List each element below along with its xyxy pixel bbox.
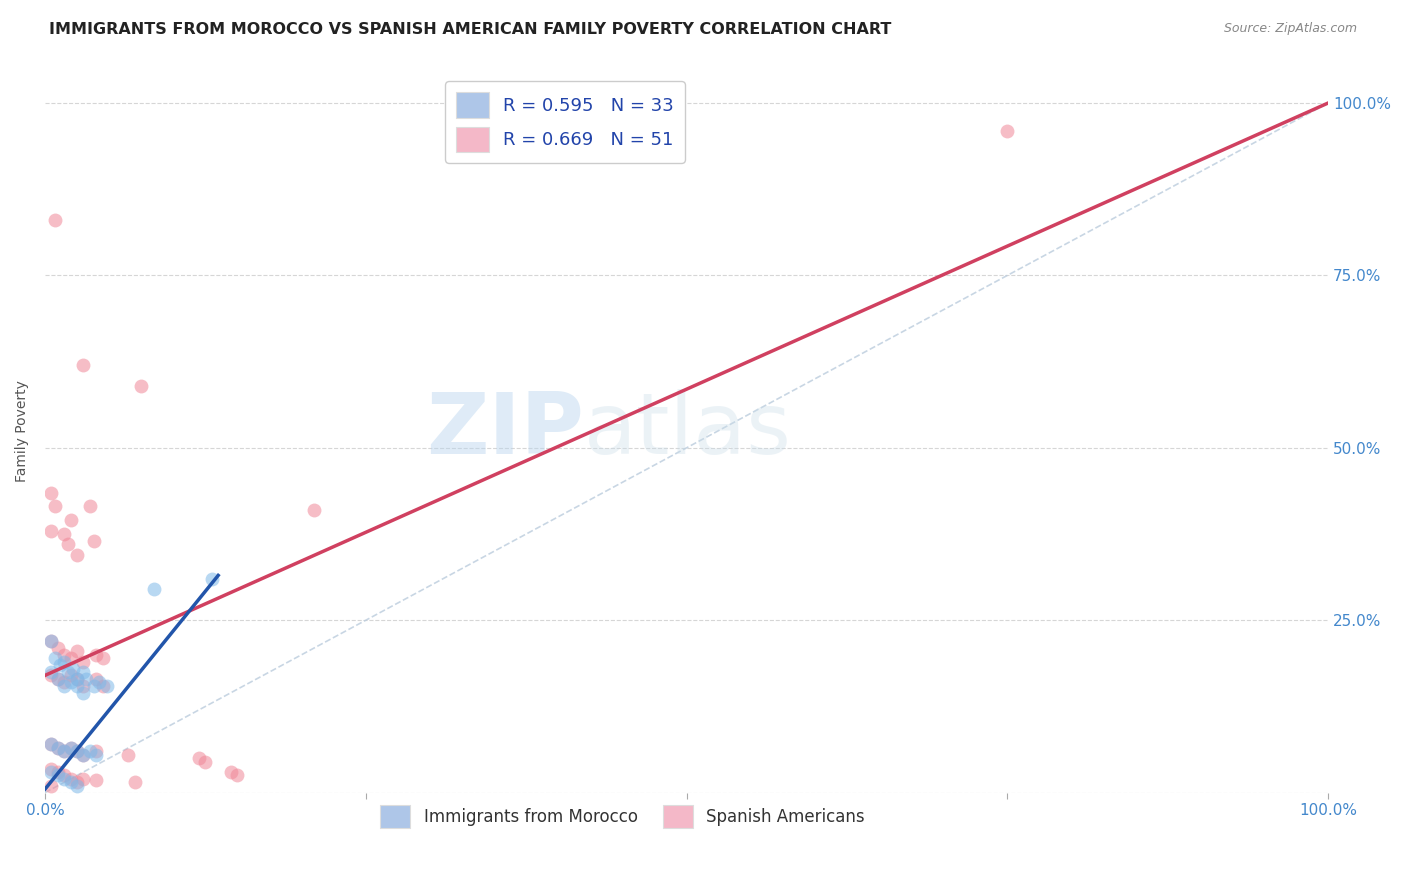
- Point: [46, 764, 69, 779]
- Text: Source: ZipAtlas.com: Source: ZipAtlas.com: [1223, 22, 1357, 36]
- Point: [143, 582, 166, 597]
- Point: [96, 679, 118, 693]
- Point: [201, 572, 224, 586]
- Point: [41, 738, 63, 752]
- Point: [44, 500, 66, 514]
- Point: [41, 665, 63, 679]
- Legend: Immigrants from Morocco, Spanish Americans: Immigrants from Morocco, Spanish America…: [374, 798, 872, 835]
- Point: [46, 672, 69, 686]
- Point: [46, 640, 69, 655]
- Point: [59, 668, 82, 682]
- Point: [84, 744, 107, 758]
- Point: [46, 740, 69, 755]
- Point: [72, 655, 94, 669]
- Point: [66, 779, 89, 793]
- Point: [53, 675, 76, 690]
- Point: [66, 672, 89, 686]
- Point: [83, 679, 105, 693]
- Point: [41, 764, 63, 779]
- Point: [41, 779, 63, 793]
- Point: [59, 651, 82, 665]
- Point: [53, 655, 76, 669]
- Point: [66, 672, 89, 686]
- Point: [44, 213, 66, 227]
- Point: [49, 658, 72, 673]
- Point: [84, 773, 107, 788]
- Point: [83, 533, 105, 548]
- Point: [66, 744, 89, 758]
- Point: [59, 740, 82, 755]
- Point: [66, 644, 89, 658]
- Point: [84, 672, 107, 686]
- Point: [72, 358, 94, 372]
- Point: [41, 738, 63, 752]
- Point: [129, 378, 152, 392]
- Point: [72, 747, 94, 762]
- Point: [53, 744, 76, 758]
- Point: [59, 775, 82, 789]
- Point: [66, 744, 89, 758]
- Point: [72, 686, 94, 700]
- Point: [59, 772, 82, 786]
- Text: IMMIGRANTS FROM MOROCCO VS SPANISH AMERICAN FAMILY POVERTY CORRELATION CHART: IMMIGRANTS FROM MOROCCO VS SPANISH AMERI…: [49, 22, 891, 37]
- Point: [91, 651, 114, 665]
- Point: [62, 661, 84, 675]
- Point: [226, 768, 249, 782]
- Point: [46, 740, 69, 755]
- Point: [66, 679, 89, 693]
- Point: [46, 672, 69, 686]
- Point: [41, 634, 63, 648]
- Point: [56, 665, 79, 679]
- Point: [56, 537, 79, 551]
- Point: [194, 755, 217, 769]
- Point: [219, 764, 242, 779]
- Point: [84, 648, 107, 662]
- Point: [72, 679, 94, 693]
- Point: [79, 500, 101, 514]
- Point: [46, 768, 69, 782]
- Point: [87, 675, 110, 690]
- Point: [53, 679, 76, 693]
- Point: [72, 665, 94, 679]
- Text: ZIP: ZIP: [426, 389, 583, 472]
- Point: [53, 768, 76, 782]
- Point: [53, 648, 76, 662]
- Point: [53, 744, 76, 758]
- Point: [59, 675, 82, 690]
- Point: [188, 751, 211, 765]
- Point: [84, 747, 107, 762]
- Point: [72, 747, 94, 762]
- Point: [91, 679, 114, 693]
- Point: [41, 634, 63, 648]
- Point: [53, 772, 76, 786]
- Point: [72, 772, 94, 786]
- Point: [66, 775, 89, 789]
- Point: [75, 672, 97, 686]
- Point: [41, 762, 63, 776]
- Point: [66, 548, 89, 562]
- Point: [53, 527, 76, 541]
- Text: atlas: atlas: [583, 389, 792, 472]
- Point: [117, 747, 139, 762]
- Point: [41, 524, 63, 538]
- Point: [59, 740, 82, 755]
- Point: [41, 668, 63, 682]
- Point: [304, 503, 326, 517]
- Point: [41, 485, 63, 500]
- Point: [79, 744, 101, 758]
- Point: [124, 775, 146, 789]
- Point: [59, 513, 82, 527]
- Y-axis label: Family Poverty: Family Poverty: [15, 380, 30, 482]
- Point: [995, 123, 1018, 137]
- Point: [44, 651, 66, 665]
